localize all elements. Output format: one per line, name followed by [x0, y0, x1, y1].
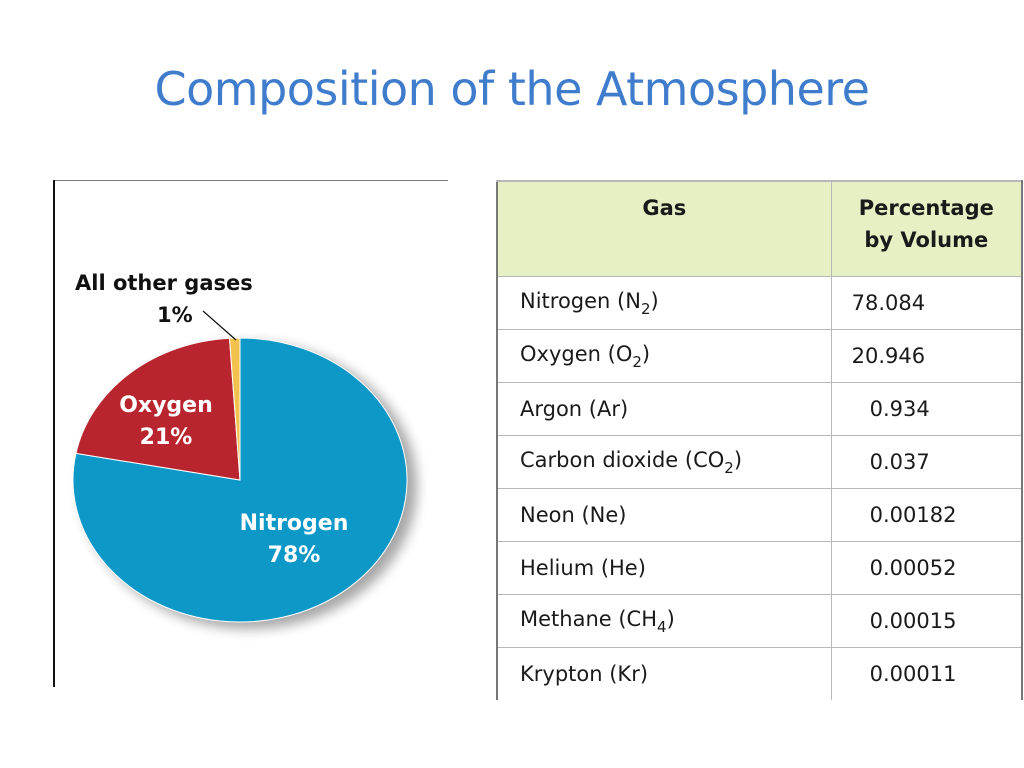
panel-top-border	[53, 180, 448, 181]
gas-formula-subscript: 4	[657, 617, 667, 636]
header-gas: Gas	[495, 180, 832, 277]
pie-slice-oxygen	[75, 337, 241, 481]
table-header-row: Gas Percentage by Volume	[495, 180, 1023, 277]
gas-name-cell: Methane (CH4)	[495, 594, 832, 648]
header-percentage: Percentage by Volume	[830, 180, 1023, 277]
table-row: Neon (Ne) 0.00182	[495, 488, 1023, 542]
gas-formula-subscript: 2	[632, 352, 642, 371]
gas-name-cell: Nitrogen (N2)	[495, 276, 832, 330]
gas-name-tail: )	[650, 288, 659, 313]
other-gases-leader-line	[202, 310, 237, 341]
table-row: Argon (Ar) 0.934	[495, 382, 1023, 436]
pie-slices	[72, 337, 408, 623]
header-percentage-line2: by Volume	[864, 228, 989, 252]
header-percentage-line1: Percentage	[858, 196, 994, 220]
gas-formula-subscript: 2	[640, 299, 651, 318]
gas-composition-table: Gas Percentage by Volume Nitrogen (N2) 78…	[495, 180, 1023, 700]
gas-name-tail: )	[666, 606, 675, 631]
gas-name: Nitrogen (N	[520, 288, 641, 313]
percentage-cell: 0.00015	[830, 594, 1023, 648]
gas-name: Oxygen (O	[520, 341, 633, 366]
gas-name: Neon (Ne)	[520, 503, 627, 527]
oxygen-label: Oxygen	[119, 393, 213, 418]
panel-left-border	[53, 180, 55, 687]
table-row: Helium (He) 0.00052	[495, 541, 1023, 595]
table-row: Krypton (Kr) 0.00011	[495, 647, 1023, 700]
table-body: Nitrogen (N2) 78.084 Oxygen (O2) 20.946 Argo…	[495, 276, 1023, 700]
pie-slice-nitrogen	[72, 337, 408, 623]
oxygen-value: 21%	[140, 425, 193, 450]
percentage-cell: 20.946	[830, 329, 1023, 383]
gas-name-cell: Neon (Ne)	[495, 488, 832, 542]
other-gases-label: All other gases	[75, 271, 253, 295]
percentage-cell: 78.084	[830, 276, 1023, 330]
gas-name: Carbon dioxide (CO	[520, 447, 725, 472]
percentage-cell: 0.00052	[830, 541, 1023, 595]
gas-name: Helium (He)	[520, 556, 646, 580]
percentage-cell: 0.934	[830, 382, 1023, 436]
gas-name-tail: )	[733, 447, 743, 472]
slide-title: Composition of the Atmosphere	[154, 62, 870, 116]
nitrogen-value: 78%	[268, 543, 321, 568]
gas-formula-subscript: 2	[724, 458, 734, 477]
table-row: Nitrogen (N2) 78.084	[495, 276, 1023, 330]
table-row: Carbon dioxide (CO2) 0.037	[495, 435, 1023, 489]
gas-name: Krypton (Kr)	[520, 662, 649, 686]
other-gases-value: 1%	[157, 303, 193, 327]
percentage-cell: 0.00182	[830, 488, 1023, 542]
gas-name-tail: )	[641, 341, 651, 366]
table-row: Oxygen (O2) 20.946	[495, 329, 1023, 383]
gas-name-cell: Argon (Ar)	[495, 382, 832, 436]
gas-name: Methane (CH	[520, 606, 658, 631]
percentage-cell: 0.00011	[830, 647, 1023, 700]
gas-name-cell: Oxygen (O2)	[495, 329, 832, 383]
table-row: Methane (CH4) 0.00015	[495, 594, 1023, 648]
gas-name-cell: Krypton (Kr)	[495, 647, 832, 700]
percentage-cell: 0.037	[830, 435, 1023, 489]
pie-slice-other-gases	[228, 337, 241, 481]
gas-name: Argon (Ar)	[520, 397, 629, 421]
gas-name-cell: Carbon dioxide (CO2)	[495, 435, 832, 489]
figure-panel: All other gases 1% Oxygen 21% Nitrogen 7…	[53, 180, 1023, 700]
pie-chart: All other gases 1% Oxygen 21% Nitrogen 7…	[72, 271, 417, 629]
nitrogen-label: Nitrogen	[240, 511, 349, 536]
gas-name-cell: Helium (He)	[495, 541, 832, 595]
